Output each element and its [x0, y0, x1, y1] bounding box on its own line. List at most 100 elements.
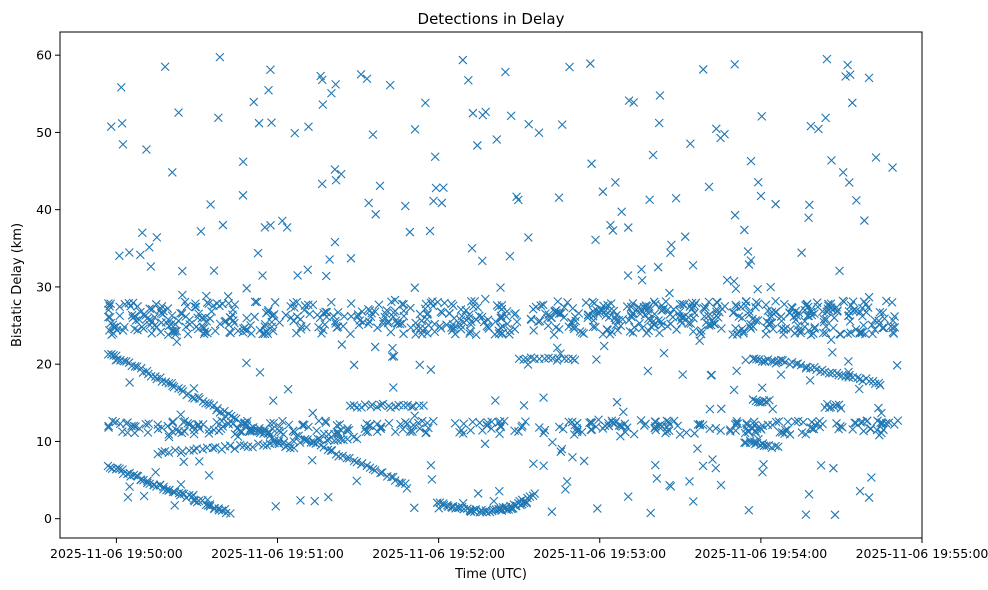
- data-point: [774, 417, 784, 426]
- data-point: [875, 380, 885, 390]
- data-point: [111, 355, 121, 365]
- data-point: [502, 505, 512, 515]
- data-point: [325, 255, 334, 264]
- data-point: [762, 397, 771, 406]
- data-point: [437, 198, 447, 208]
- data-point: [215, 319, 225, 329]
- data-point: [157, 377, 167, 386]
- data-point: [346, 329, 355, 339]
- data-point: [618, 314, 628, 324]
- data-point: [261, 308, 271, 318]
- data-point: [682, 428, 691, 437]
- data-point: [685, 139, 695, 149]
- data-point: [729, 276, 739, 286]
- data-point: [657, 301, 667, 310]
- data-point: [642, 328, 651, 338]
- data-point: [346, 253, 356, 263]
- data-point: [242, 421, 252, 431]
- data-point: [420, 324, 430, 334]
- data-point: [879, 425, 888, 435]
- data-point: [494, 505, 504, 514]
- data-point: [536, 301, 546, 310]
- data-point: [189, 383, 199, 393]
- data-point: [801, 510, 811, 520]
- data-point: [623, 223, 633, 232]
- data-point: [689, 301, 699, 310]
- y-tick-label: 30: [36, 279, 52, 294]
- data-point: [828, 463, 838, 473]
- data-point: [659, 348, 669, 358]
- data-point: [344, 425, 354, 435]
- data-point: [498, 322, 508, 331]
- data-point: [440, 298, 449, 308]
- data-point: [458, 498, 468, 508]
- data-point: [226, 328, 235, 338]
- data-point: [385, 80, 395, 90]
- data-point: [691, 298, 701, 308]
- data-point: [599, 341, 609, 351]
- data-point: [707, 370, 717, 380]
- data-point: [415, 424, 425, 433]
- data-point: [270, 297, 280, 307]
- data-point: [448, 319, 458, 329]
- data-point: [648, 150, 658, 160]
- data-point: [890, 312, 899, 321]
- data-point: [867, 320, 877, 330]
- data-point: [267, 317, 277, 327]
- data-point: [242, 313, 252, 323]
- data-point: [167, 167, 177, 177]
- data-point: [390, 476, 400, 486]
- data-point: [151, 467, 161, 477]
- data-point: [733, 419, 743, 429]
- data-point: [652, 474, 662, 483]
- data-point: [771, 296, 780, 306]
- data-point: [801, 429, 811, 439]
- data-point: [557, 120, 567, 130]
- data-point: [864, 493, 874, 502]
- data-point: [437, 308, 447, 318]
- data-point: [429, 196, 438, 206]
- data-point: [199, 329, 209, 339]
- data-point: [216, 424, 226, 434]
- data-point: [312, 426, 322, 436]
- data-point: [655, 91, 665, 100]
- data-point: [675, 299, 685, 309]
- data-point: [305, 309, 315, 319]
- data-point: [321, 271, 331, 281]
- data-point: [862, 416, 872, 426]
- data-point: [716, 133, 725, 143]
- data-point: [308, 300, 318, 310]
- data-point: [480, 294, 490, 304]
- data-point: [855, 486, 865, 496]
- data-point: [669, 416, 679, 426]
- data-point: [570, 355, 580, 365]
- data-point: [759, 460, 768, 469]
- data-point: [104, 305, 113, 315]
- data-point: [405, 227, 415, 237]
- data-point: [139, 491, 149, 501]
- data-point: [525, 492, 535, 501]
- data-point: [390, 306, 400, 316]
- data-point: [147, 328, 157, 338]
- data-point: [336, 435, 346, 444]
- data-point: [118, 139, 128, 149]
- data-point: [180, 297, 190, 307]
- data-point: [776, 370, 786, 380]
- data-point: [573, 425, 582, 435]
- data-point: [837, 422, 847, 432]
- data-point: [218, 299, 227, 309]
- data-point: [407, 402, 416, 412]
- data-point: [716, 426, 726, 436]
- data-point: [345, 401, 355, 411]
- data-point: [698, 65, 708, 74]
- data-point: [717, 324, 726, 333]
- data-point: [111, 323, 120, 332]
- data-point: [613, 325, 623, 335]
- data-point: [157, 423, 167, 433]
- data-point: [504, 329, 514, 339]
- data-point: [877, 408, 886, 418]
- data-point: [196, 227, 206, 236]
- data-point: [805, 375, 815, 385]
- data-point: [829, 313, 839, 323]
- data-point: [398, 424, 408, 434]
